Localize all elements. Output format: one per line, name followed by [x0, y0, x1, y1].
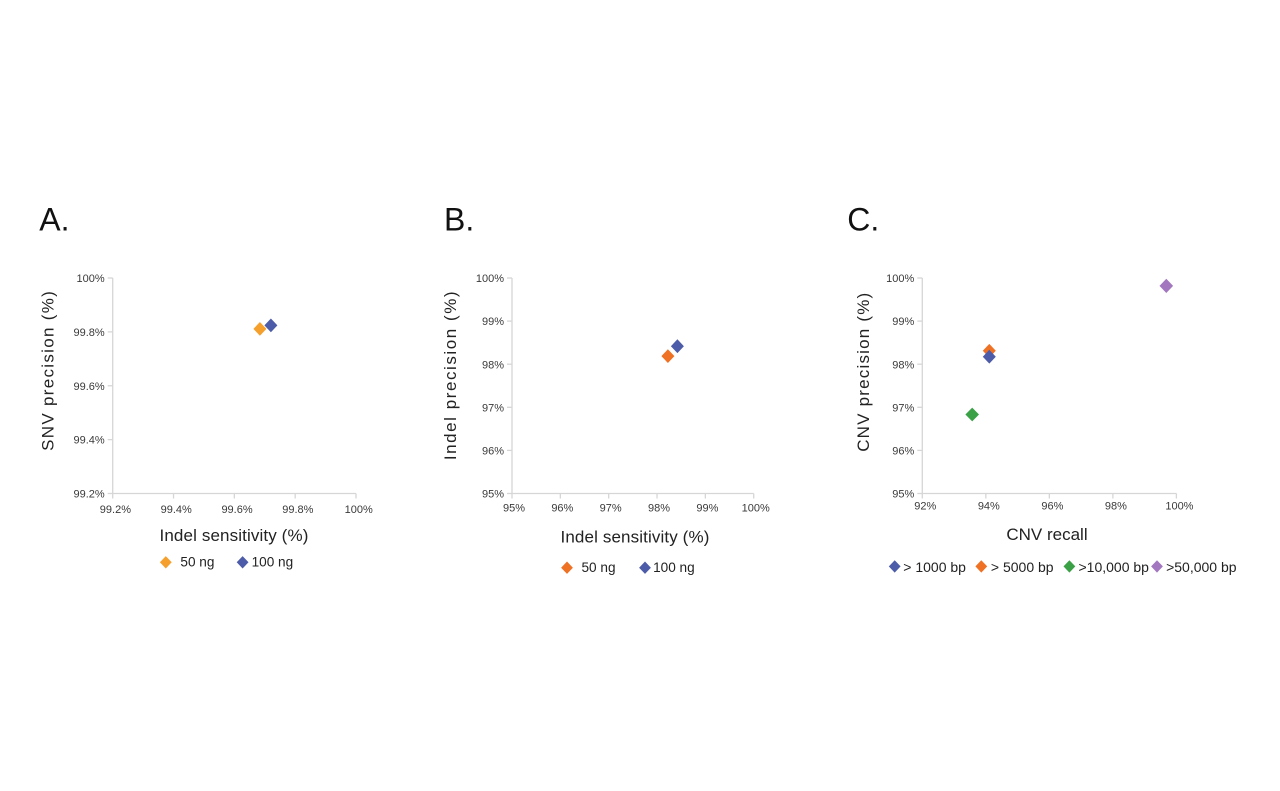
svg-text:>10,000 bp: >10,000 bp [1079, 559, 1150, 575]
svg-text:50 ng: 50 ng [582, 560, 616, 575]
svg-text:99.4%: 99.4% [161, 504, 192, 516]
svg-text:98%: 98% [482, 359, 504, 371]
svg-text:97%: 97% [892, 402, 914, 414]
svg-text:92%: 92% [914, 500, 936, 512]
svg-text:99%: 99% [892, 316, 914, 328]
svg-text:100%: 100% [1165, 500, 1193, 512]
svg-text:100%: 100% [77, 273, 105, 285]
svg-text:98%: 98% [1105, 500, 1127, 512]
svg-text:99.6%: 99.6% [73, 381, 104, 393]
svg-text:95%: 95% [503, 503, 525, 515]
svg-text:97%: 97% [600, 503, 622, 515]
svg-text:100%: 100% [742, 503, 770, 515]
svg-text:99%: 99% [696, 503, 718, 515]
svg-text:99.8%: 99.8% [282, 504, 313, 516]
svg-text:Indel sensitivity (%): Indel sensitivity (%) [561, 527, 710, 546]
svg-text:99.2%: 99.2% [73, 489, 104, 501]
svg-text:99.6%: 99.6% [221, 504, 252, 516]
svg-text:100 ng: 100 ng [653, 560, 695, 575]
svg-text:C.: C. [847, 202, 879, 238]
svg-text:96%: 96% [892, 446, 914, 458]
svg-text:100%: 100% [476, 273, 504, 285]
svg-text:94%: 94% [978, 500, 1000, 512]
svg-text:Indel precision (%): Indel precision (%) [441, 290, 460, 460]
svg-text:96%: 96% [551, 503, 573, 515]
svg-text:> 1000 bp: > 1000 bp [903, 559, 966, 575]
svg-text:95%: 95% [482, 489, 504, 501]
svg-text:>50,000 bp: >50,000 bp [1166, 559, 1237, 575]
svg-text:50 ng: 50 ng [180, 555, 214, 570]
svg-text:99%: 99% [482, 316, 504, 328]
svg-text:99.4%: 99.4% [73, 435, 104, 447]
svg-text:99.2%: 99.2% [100, 504, 131, 516]
svg-text:B.: B. [444, 202, 474, 238]
svg-text:SNV precision (%): SNV precision (%) [39, 290, 58, 451]
svg-text:> 5000 bp: > 5000 bp [991, 559, 1054, 575]
svg-text:96%: 96% [482, 446, 504, 458]
svg-text:97%: 97% [482, 402, 504, 414]
svg-text:A.: A. [39, 202, 69, 238]
svg-text:CNV recall: CNV recall [1006, 525, 1087, 544]
svg-text:Indel sensitivity (%): Indel sensitivity (%) [160, 526, 309, 545]
svg-text:100%: 100% [345, 504, 373, 516]
svg-text:95%: 95% [892, 489, 914, 501]
svg-text:99.8%: 99.8% [73, 327, 104, 339]
svg-text:98%: 98% [648, 503, 670, 515]
svg-text:100 ng: 100 ng [252, 555, 294, 570]
svg-text:CNV precision (%): CNV precision (%) [854, 292, 873, 452]
svg-text:96%: 96% [1041, 500, 1063, 512]
svg-text:98%: 98% [892, 359, 914, 371]
svg-text:100%: 100% [886, 273, 914, 285]
